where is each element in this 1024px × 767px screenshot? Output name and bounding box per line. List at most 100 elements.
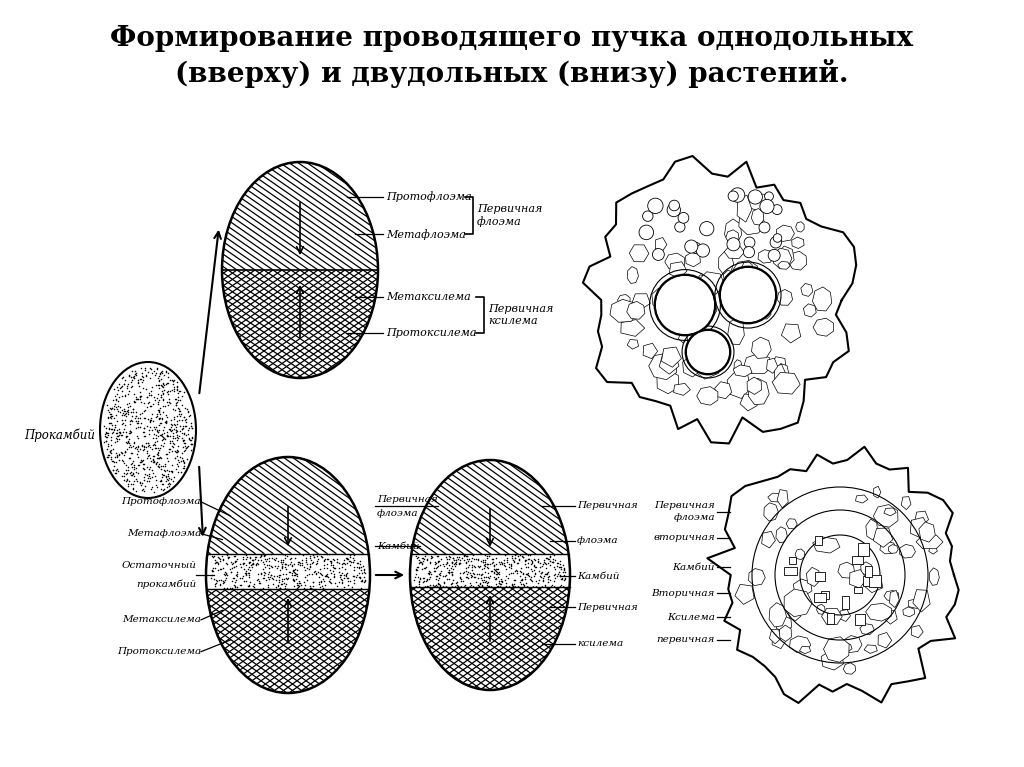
Polygon shape — [685, 252, 700, 267]
Circle shape — [648, 198, 664, 213]
Circle shape — [772, 205, 782, 215]
Bar — [854, 614, 864, 624]
Text: Первичная: Первичная — [377, 495, 437, 503]
Polygon shape — [873, 528, 893, 548]
Circle shape — [760, 199, 774, 213]
Bar — [821, 591, 828, 599]
Polygon shape — [863, 575, 883, 593]
Polygon shape — [689, 337, 703, 354]
Polygon shape — [769, 630, 781, 644]
Polygon shape — [912, 590, 930, 612]
Polygon shape — [727, 370, 751, 399]
Circle shape — [690, 242, 701, 254]
Polygon shape — [665, 253, 685, 270]
Polygon shape — [784, 589, 812, 617]
Text: Протофлоэма: Протофлоэма — [386, 191, 472, 202]
Text: (вверху) и двудольных (внизу) растений.: (вверху) и двудольных (внизу) растений. — [175, 58, 849, 87]
Polygon shape — [764, 503, 778, 521]
Text: Камбий: Камбий — [377, 542, 420, 551]
Bar — [852, 556, 863, 564]
Text: Первичная
ксилема: Первичная ксилема — [488, 304, 553, 326]
Polygon shape — [749, 378, 769, 405]
Text: Метафлоэма: Метафлоэма — [127, 529, 201, 538]
Polygon shape — [890, 591, 899, 607]
Circle shape — [685, 240, 697, 253]
Polygon shape — [762, 532, 775, 548]
Polygon shape — [775, 615, 792, 632]
Polygon shape — [840, 610, 851, 621]
Polygon shape — [758, 250, 774, 263]
Polygon shape — [914, 511, 929, 525]
Text: Остаточный: Остаточный — [121, 561, 196, 570]
Circle shape — [699, 222, 714, 235]
Polygon shape — [749, 568, 765, 585]
Bar — [863, 577, 873, 586]
Polygon shape — [694, 341, 711, 354]
Circle shape — [770, 236, 781, 248]
Polygon shape — [795, 549, 805, 560]
Polygon shape — [627, 301, 645, 319]
Circle shape — [639, 225, 653, 239]
Polygon shape — [752, 209, 764, 225]
Ellipse shape — [100, 362, 196, 498]
Bar — [790, 557, 796, 564]
Polygon shape — [725, 219, 741, 243]
Polygon shape — [630, 245, 649, 262]
Polygon shape — [674, 384, 690, 395]
Polygon shape — [678, 334, 688, 343]
Polygon shape — [889, 545, 898, 554]
Polygon shape — [812, 287, 831, 311]
Text: Формирование проводящего пучка однодольных: Формирование проводящего пучка однодольн… — [111, 25, 913, 51]
Bar — [854, 587, 862, 593]
Polygon shape — [740, 394, 757, 411]
Polygon shape — [632, 294, 650, 309]
Circle shape — [655, 275, 715, 335]
Polygon shape — [697, 272, 725, 295]
Polygon shape — [659, 354, 679, 374]
Ellipse shape — [206, 457, 370, 693]
Circle shape — [749, 190, 763, 204]
Polygon shape — [673, 315, 685, 332]
Polygon shape — [643, 344, 657, 359]
Text: Вторичная: Вторичная — [651, 588, 715, 597]
Text: флоэма: флоэма — [377, 509, 419, 518]
Text: Камбий: Камбий — [673, 562, 715, 571]
Polygon shape — [899, 545, 915, 558]
Polygon shape — [772, 630, 786, 649]
Polygon shape — [696, 387, 718, 405]
Polygon shape — [786, 518, 798, 528]
Circle shape — [728, 191, 738, 201]
Circle shape — [669, 200, 680, 211]
Circle shape — [678, 212, 689, 223]
Polygon shape — [880, 542, 896, 554]
Polygon shape — [748, 377, 762, 394]
Polygon shape — [719, 252, 733, 275]
Polygon shape — [790, 636, 811, 653]
Polygon shape — [844, 663, 856, 674]
Polygon shape — [866, 519, 878, 540]
Polygon shape — [752, 337, 771, 358]
Polygon shape — [728, 318, 744, 344]
Polygon shape — [655, 238, 667, 252]
Polygon shape — [788, 607, 801, 621]
Text: Метафлоэма: Метафлоэма — [386, 229, 466, 240]
Polygon shape — [873, 505, 898, 527]
Polygon shape — [873, 486, 881, 498]
Polygon shape — [910, 518, 930, 538]
Circle shape — [744, 237, 755, 248]
Polygon shape — [821, 650, 844, 670]
Polygon shape — [861, 562, 871, 575]
Polygon shape — [816, 604, 825, 614]
Polygon shape — [801, 284, 813, 296]
Polygon shape — [777, 489, 788, 508]
Polygon shape — [735, 584, 754, 604]
Polygon shape — [758, 305, 771, 319]
Circle shape — [759, 222, 770, 233]
Text: прокамбий: прокамбий — [136, 580, 196, 589]
Bar — [815, 536, 822, 545]
Polygon shape — [884, 508, 896, 515]
Polygon shape — [807, 568, 820, 587]
Polygon shape — [726, 230, 739, 243]
Polygon shape — [796, 222, 804, 232]
Polygon shape — [771, 357, 786, 374]
